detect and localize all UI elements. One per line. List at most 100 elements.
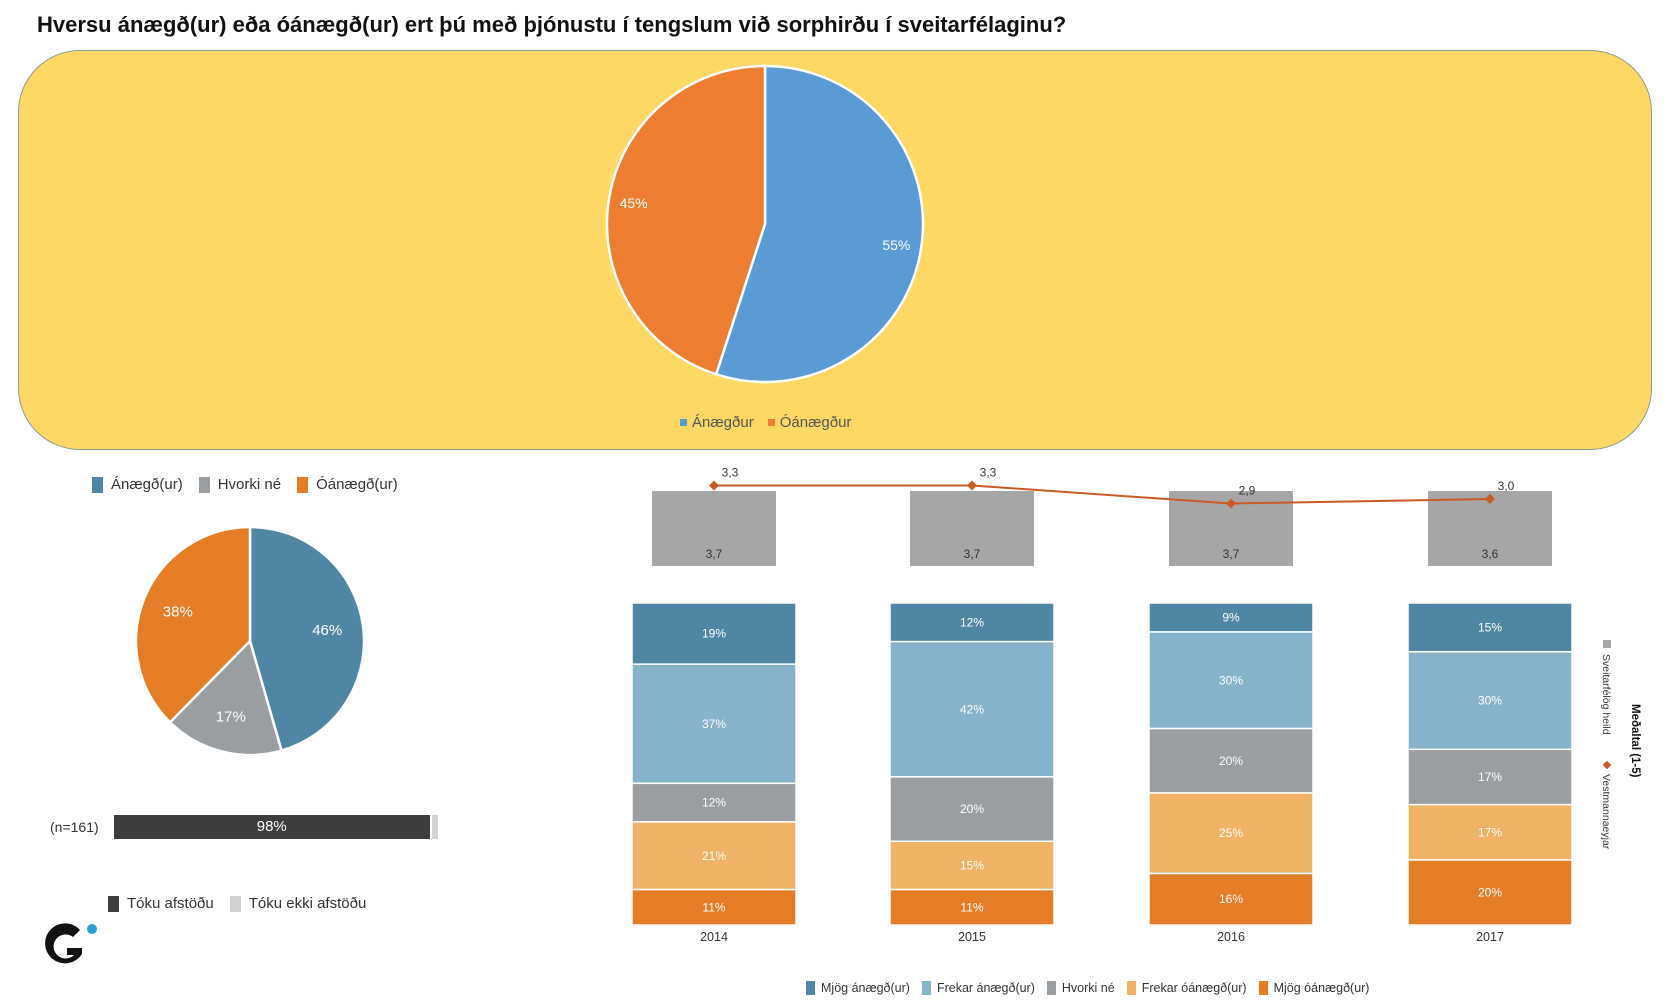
legend-item-mjog-oanaegd: Mjög óánægð(ur) [1258, 981, 1370, 995]
legend-swatch [921, 981, 931, 995]
top-pie-legend: Ánægður Óánægður [680, 414, 865, 431]
mean-box-label: 3,6 [1482, 547, 1499, 561]
legend-label: Hvorki né [1061, 981, 1115, 995]
left-pie-slice [134, 525, 252, 725]
legend-item-toku-ekki-afstodu: Tóku ekki afstöðu [229, 895, 366, 912]
bar-segment-label: 15% [1478, 620, 1502, 634]
bar-segment-label: 15% [960, 858, 984, 872]
bar-segment-label: 37% [702, 717, 726, 731]
legend-item-toku-afstodu: Tóku afstöðu [108, 895, 214, 912]
legend-label: Ánægður [692, 414, 754, 431]
x-tick-label: 2014 [700, 930, 728, 944]
bar-segment-label: 9% [1222, 610, 1240, 624]
legend-swatch [1126, 981, 1136, 995]
bar-segment-label: 30% [1219, 673, 1243, 687]
bar-segment [631, 602, 797, 665]
legend-item-oanaegdur: Óánægður [767, 414, 852, 431]
bar-segment [889, 840, 1055, 891]
mean-line-point [967, 480, 977, 491]
sample-size-label: (n=161) [50, 819, 99, 835]
mean-line-label: 3,3 [722, 466, 739, 480]
mean-box [1169, 491, 1293, 566]
response-rate-label: 98% [256, 818, 287, 835]
bar-segment [1407, 651, 1573, 751]
legend-swatch [806, 981, 815, 995]
left-pie-slice [168, 638, 284, 757]
bar-segment-label: 25% [1219, 826, 1243, 840]
bar-segment [631, 821, 797, 891]
bar-segment [1148, 631, 1314, 730]
legend-item-anaegd: Ánægð(ur) [92, 476, 183, 493]
chart-title: Hversu ánægð(ur) eða óánægð(ur) ert þú m… [37, 12, 1067, 37]
bar-segment [1148, 602, 1314, 633]
side-legend-label: Vestmannaeyjar [1600, 774, 1612, 850]
response-legend: Tóku afstöðu Tóku ekki afstöðu [108, 895, 382, 912]
legend-swatch [767, 419, 775, 426]
side-legend-swatch [1603, 640, 1611, 648]
left-pie-slice-label: 17% [216, 709, 246, 726]
bar-segment [1407, 748, 1573, 806]
legend-item-frekar-anaegd: Frekar ánægð(ur) [921, 981, 1035, 995]
legend-label: Frekar ánægð(ur) [936, 981, 1035, 995]
x-tick-label: 2017 [1476, 930, 1504, 944]
mean-box [910, 491, 1034, 566]
bar-segment [631, 782, 797, 823]
mean-box-label: 3,7 [706, 547, 723, 561]
logo-g-shape [45, 923, 82, 964]
mean-line-label: 2,9 [1239, 484, 1256, 498]
legend-swatch [680, 419, 687, 426]
legend-swatch [198, 476, 210, 493]
bar-segment-label: 19% [702, 627, 726, 641]
bar-segment-label: 42% [960, 702, 984, 716]
legend-label: Óánægð(ur) [316, 476, 398, 493]
legend-item-oanaegd: Óánægð(ur) [297, 476, 398, 493]
side-legend: Sveitarfélög heild Vestmannaeyjar Meðaltal… [1600, 640, 1641, 850]
bar-segment [1148, 792, 1314, 875]
bar-segment [889, 888, 1055, 926]
bar-segment [631, 888, 797, 926]
mean-line-point [1485, 494, 1495, 504]
bar-segment [1407, 859, 1573, 926]
legend-item-hvorki: Hvorki né [198, 476, 282, 493]
bar-segment-label: 11% [702, 900, 725, 914]
legend-label: Óánægður [779, 414, 852, 431]
bar-segment-label: 20% [960, 802, 984, 816]
side-legend-label: Sveitarfélög heild [1600, 654, 1612, 735]
mean-line [714, 484, 1491, 505]
legend-item-hvorki-ne: Hvorki né [1046, 981, 1115, 995]
company-logo [45, 923, 97, 964]
mean-line-label: 3,3 [980, 466, 997, 480]
left-pie-slice [248, 525, 366, 753]
side-legend-title: Meðaltal (1-5) [1629, 704, 1641, 778]
bar-segment-label: 12% [702, 796, 726, 810]
left-pie-legend: Ánægð(ur) Hvorki né Óánægð(ur) [92, 476, 414, 493]
bar-segment-label: 12% [960, 615, 984, 629]
bar-segment-label: 20% [1219, 754, 1243, 768]
legend-swatch [1046, 981, 1056, 995]
bar-segment-label: 17% [1478, 770, 1502, 784]
bar-segment [1407, 803, 1573, 861]
bar-segment [1148, 872, 1314, 926]
legend-swatch [108, 895, 119, 912]
x-tick-label: 2015 [958, 930, 986, 944]
mean-box-label: 3,7 [964, 547, 981, 561]
mean-line-point [709, 480, 719, 491]
bar-segment-label: 30% [1478, 694, 1502, 708]
logo-dot [87, 924, 97, 934]
bar-segment [889, 776, 1055, 843]
legend-swatch [297, 476, 309, 493]
response-rate-bar: 98% [114, 815, 438, 839]
bar-segment [1148, 727, 1314, 794]
x-tick-label: 2016 [1217, 930, 1245, 944]
legend-swatch [92, 476, 103, 493]
bar-segment [889, 640, 1055, 778]
legend-item-anaegdur: Ánægður [680, 414, 754, 431]
bar-segment [889, 602, 1055, 643]
legend-label: Mjög ánægð(ur) [821, 981, 910, 995]
bar-segment-label: 11% [960, 900, 983, 914]
legend-label: Frekar óánægð(ur) [1141, 981, 1247, 995]
legend-label: Hvorki né [217, 476, 282, 493]
bar-segment-label: 17% [1478, 825, 1502, 839]
left-pie-slice-label: 38% [163, 603, 193, 620]
legend-label: Mjög óánægð(ur) [1273, 981, 1370, 995]
